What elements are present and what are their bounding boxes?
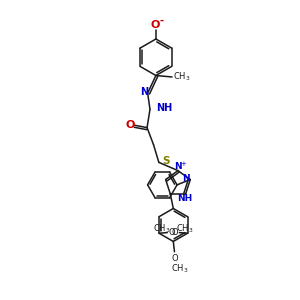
Text: NH: NH: [156, 103, 172, 112]
Text: CH$_3$: CH$_3$: [173, 71, 191, 83]
Text: O: O: [168, 228, 175, 237]
Text: O: O: [151, 20, 160, 30]
Text: CH$_3$: CH$_3$: [176, 222, 194, 235]
Text: S: S: [162, 156, 169, 166]
Text: N: N: [182, 174, 190, 183]
Text: CH$_3$: CH$_3$: [153, 222, 170, 235]
Text: N: N: [175, 162, 182, 171]
Text: O: O: [126, 120, 135, 130]
Text: +: +: [180, 161, 186, 167]
Text: O: O: [172, 228, 178, 237]
Text: N: N: [140, 87, 148, 97]
Text: CH$_3$: CH$_3$: [171, 262, 189, 274]
Text: O: O: [171, 254, 178, 263]
Text: NH: NH: [177, 194, 193, 203]
Text: -: -: [159, 16, 163, 26]
